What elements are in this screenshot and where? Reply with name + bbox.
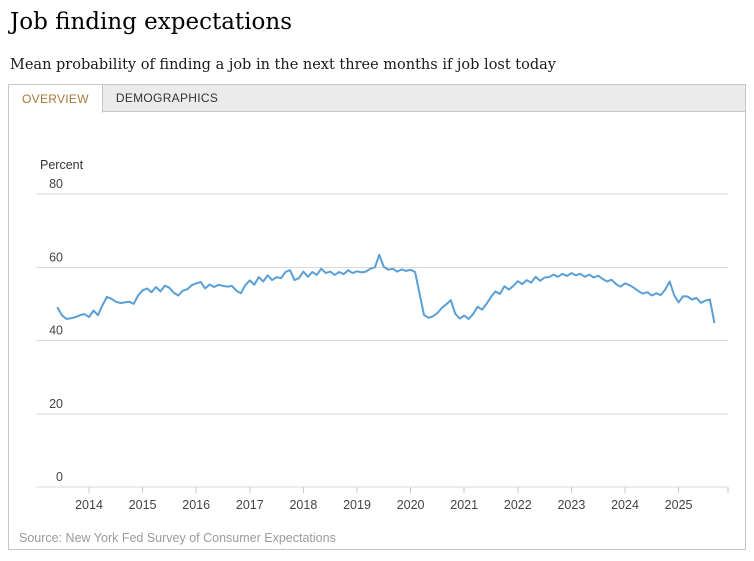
x-tick-label: 2021 — [450, 498, 478, 512]
page-title: Job finding expectations — [10, 9, 292, 35]
y-tick-label: 20 — [49, 397, 63, 411]
x-tick-label: 2016 — [182, 498, 210, 512]
page-header: Job finding expectations Mean probabilit… — [0, 0, 754, 74]
chart-widget: OVERVIEW DEMOGRAPHICS Percent 0 20 40 60 80 2… — [8, 84, 746, 550]
chart-panel: Percent 0 20 40 60 80 2014 2015 2016 2017 2018 201… — [8, 112, 746, 550]
x-tick-label: 2020 — [397, 498, 425, 512]
y-tick-label: 0 — [56, 470, 63, 484]
series-line[interactable] — [56, 253, 716, 324]
x-tick-label: 2022 — [504, 498, 532, 512]
page-subtitle: Mean probability of finding a job in the… — [10, 57, 556, 73]
tab-demographics[interactable]: DEMOGRAPHICS — [115, 91, 219, 105]
tab-bar: OVERVIEW DEMOGRAPHICS — [8, 84, 746, 113]
tab-overview[interactable]: OVERVIEW — [9, 85, 103, 113]
x-tick-label: 2018 — [289, 498, 317, 512]
line-chart: Percent 0 20 40 60 80 2014 2015 2016 2017 2018 201… — [36, 158, 729, 512]
x-tick-label: 2024 — [611, 498, 639, 512]
x-tick-label: 2025 — [665, 498, 693, 512]
y-tick-label: 60 — [49, 250, 63, 264]
x-tick-label: 2014 — [75, 498, 103, 512]
y-tick-label: 80 — [49, 177, 63, 191]
y-axis-unit-label: Percent — [40, 158, 84, 172]
x-tick-label: 2017 — [236, 498, 264, 512]
x-tick-label: 2015 — [129, 498, 157, 512]
y-tick-label: 40 — [49, 324, 63, 338]
source-note: Source: New York Fed Survey of Consumer … — [19, 531, 336, 545]
x-tick-label: 2023 — [557, 498, 585, 512]
x-tick-label: 2019 — [343, 498, 371, 512]
chart-area: Percent 0 20 40 60 80 2014 2015 2016 2017 2018 201… — [9, 112, 745, 527]
